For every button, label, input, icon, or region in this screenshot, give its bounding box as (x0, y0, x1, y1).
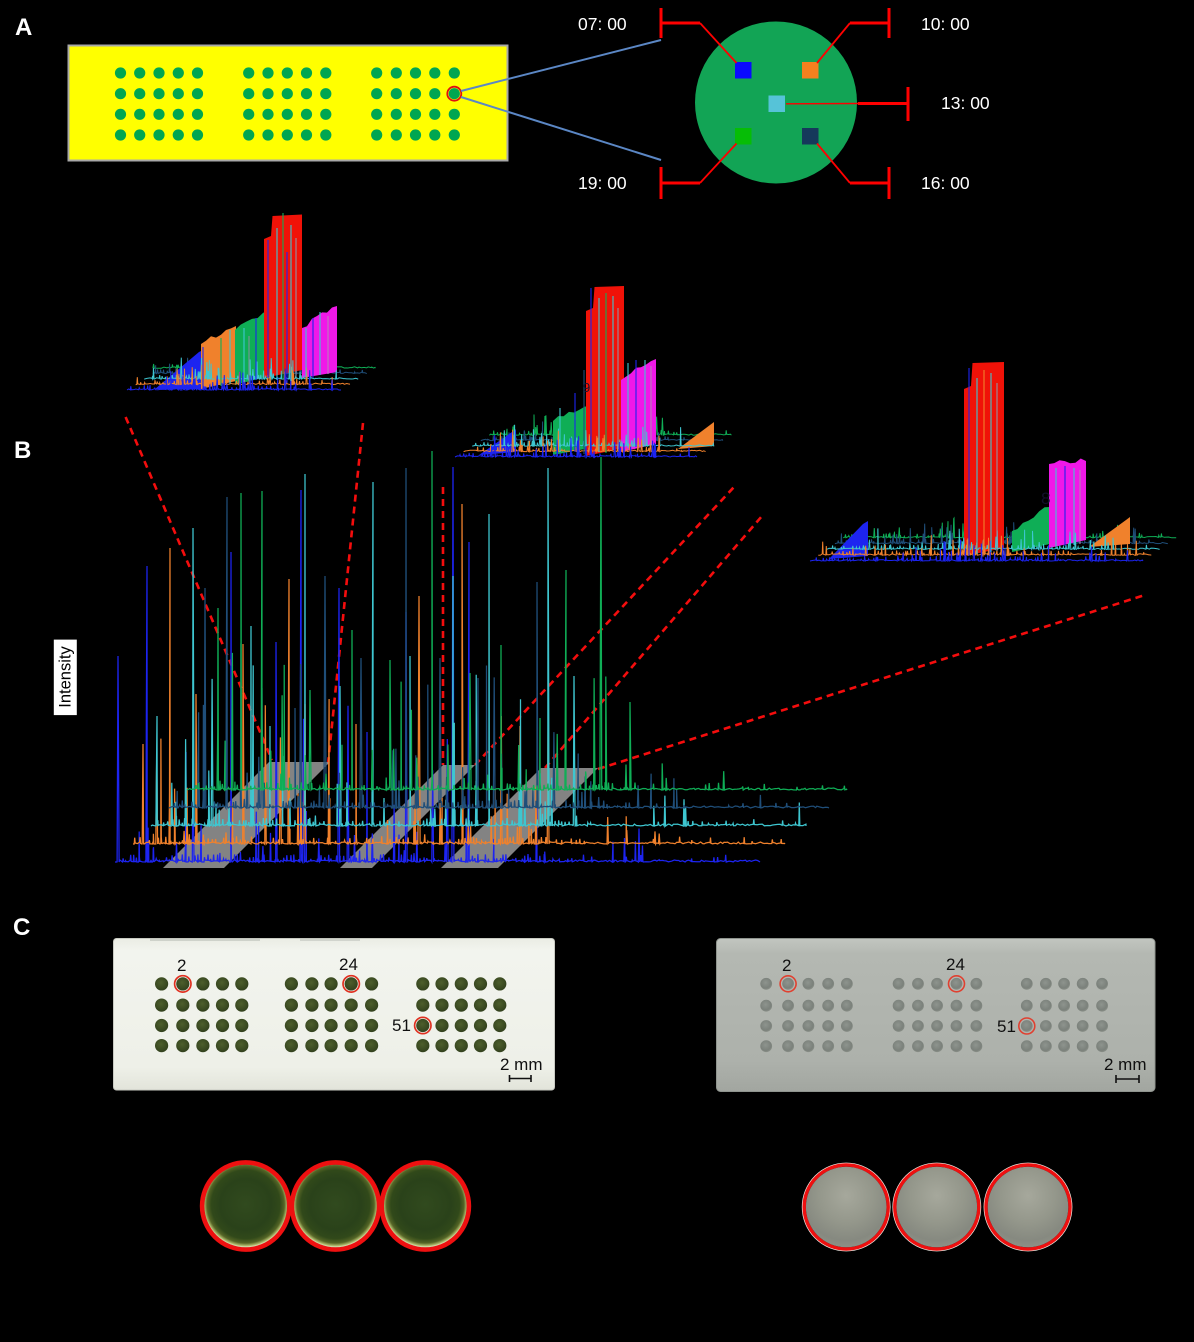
svg-text:B: B (14, 437, 31, 464)
svg-text:10: 00: 10: 00 (921, 14, 970, 34)
svg-text:51: 51 (392, 1016, 411, 1035)
svg-text:19: 00: 19: 00 (578, 173, 627, 193)
svg-text:2 mm: 2 mm (500, 1055, 543, 1074)
svg-text:A: A (15, 14, 32, 41)
svg-text:2 mm: 2 mm (1104, 1055, 1147, 1074)
svg-text:51: 51 (997, 1017, 1016, 1036)
svg-text:24: 24 (339, 955, 358, 974)
svg-text:9: 9 (583, 380, 590, 395)
svg-text:16: 00: 16: 00 (921, 173, 970, 193)
svg-text:2: 2 (782, 956, 791, 975)
svg-text:13: 00: 13: 00 (941, 93, 990, 113)
svg-text:07: 00: 07: 00 (578, 14, 627, 34)
svg-text:8: 8 (1041, 489, 1050, 508)
svg-text:2: 2 (177, 956, 186, 975)
svg-text:Intensity: Intensity (57, 646, 75, 708)
svg-text:24: 24 (946, 955, 965, 974)
svg-text:C: C (13, 914, 30, 941)
